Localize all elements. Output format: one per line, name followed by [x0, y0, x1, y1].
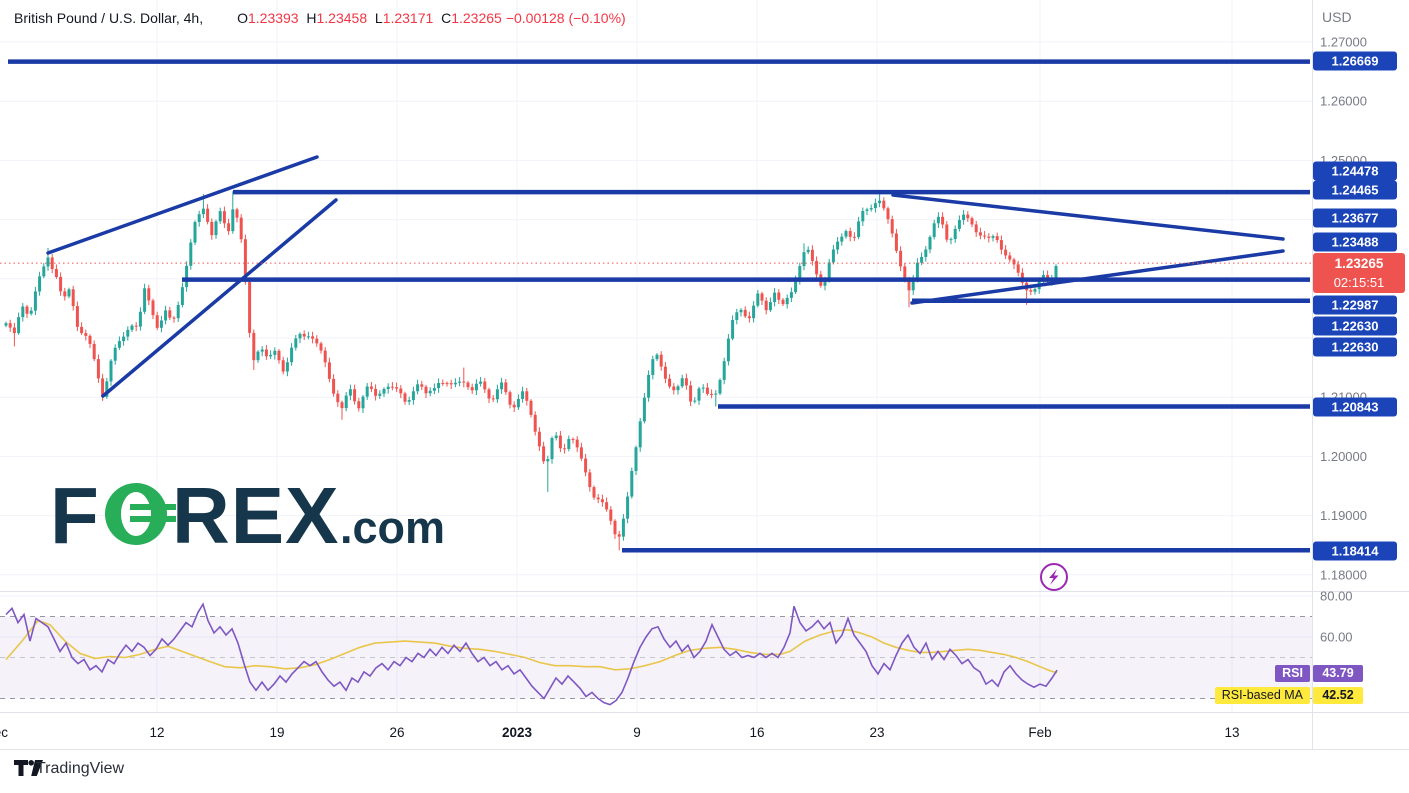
price-level-badge	[1313, 161, 1397, 181]
symbol-title[interactable]: British Pound / U.S. Dollar, 4h,	[14, 10, 204, 26]
time-axis-label: 19	[269, 725, 284, 740]
forex-watermark-com: .com	[340, 502, 445, 553]
price-tick-label: 1.27000	[1320, 35, 1367, 50]
price-tick-label: 1.20000	[1320, 449, 1367, 464]
svg-text:1.24465: 1.24465	[1332, 183, 1379, 198]
svg-text:1.22630: 1.22630	[1332, 319, 1379, 334]
high-label: H	[306, 10, 317, 26]
rsi-value-badge: 43.79	[1313, 665, 1363, 682]
svg-text:1.22630: 1.22630	[1332, 340, 1379, 355]
bar-countdown: 02:15:51	[1333, 275, 1385, 290]
svg-text:1.22987: 1.22987	[1332, 298, 1379, 313]
time-axis-label: 9	[633, 725, 641, 740]
price-tick-label: 1.18000	[1320, 567, 1367, 582]
trend-line[interactable]	[891, 193, 1285, 241]
trend-line[interactable]	[910, 249, 1285, 305]
rsi-ma-value-badge: 42.52	[1313, 687, 1363, 704]
price-level-badge	[1313, 180, 1397, 200]
rsi-ma-name-badge: RSI-based MA	[1214, 687, 1310, 704]
time-axis-label: 12	[149, 725, 164, 740]
current-price-badge: 1.23265 02:15:51	[1313, 253, 1405, 293]
svg-text:1.20843: 1.20843	[1332, 400, 1379, 415]
forex-watermark: F REX .com	[50, 471, 445, 560]
svg-text:1.23677: 1.23677	[1332, 211, 1379, 226]
low-value: 1.23171	[382, 10, 434, 26]
symbol-legend: British Pound / U.S. Dollar, 4h, O1.2339…	[14, 10, 626, 30]
price-axis-ticks: 1.270001.260001.250001.210001.200001.190…	[1320, 35, 1367, 645]
trend-line[interactable]	[46, 155, 319, 255]
axis-currency-label[interactable]: USD	[1322, 9, 1352, 25]
forex-watermark-f: F	[50, 471, 99, 560]
time-axis-label: 2023	[502, 725, 533, 740]
price-level-badge	[1313, 397, 1397, 417]
time-axis-label: 16	[749, 725, 764, 740]
rsi-name-badge: RSI	[1275, 665, 1310, 682]
change-value: −0.00128 (−0.10%)	[505, 10, 626, 26]
current-price-value: 1.23265	[1334, 256, 1384, 271]
open-value: 1.23393	[247, 10, 299, 26]
price-level-badge	[1313, 295, 1397, 315]
open-label: O	[237, 10, 248, 26]
rsi-tick-label: 80.00	[1320, 589, 1353, 604]
time-axis-label: Feb	[1028, 725, 1051, 740]
rsi-ma-line	[5, 619, 1058, 674]
svg-text:1.23488: 1.23488	[1332, 235, 1379, 250]
rsi-line	[5, 602, 1058, 706]
time-axis-label: 26	[389, 725, 404, 740]
forex-watermark-rex: REX	[172, 471, 340, 560]
rsi-band	[0, 616, 1312, 699]
candles-layer	[4, 190, 1058, 551]
price-axis-panel[interactable]	[1313, 0, 1409, 750]
price-level-badge	[1313, 337, 1397, 357]
svg-text:1.24478: 1.24478	[1332, 164, 1379, 179]
time-axis[interactable]: Dec 12 19 26 2023 9 16 23 Feb 13	[0, 725, 1240, 740]
footer-bar: TradingView	[0, 750, 1409, 793]
time-axis-label: 23	[869, 725, 884, 740]
ohlc-values: O1.23393 H1.23458 L1.23171 C1.23265	[237, 10, 502, 26]
svg-text:1.18414: 1.18414	[1332, 544, 1380, 559]
low-label: L	[374, 10, 383, 26]
price-tick-label: 1.26000	[1320, 94, 1367, 109]
price-level-badges: 1.26669 1.24478 1.24465 1.23677 1.23488 1.229…	[1313, 51, 1397, 561]
close-value: 1.23265	[451, 10, 502, 26]
price-level-badge	[1313, 541, 1397, 561]
price-level-badge	[1313, 316, 1397, 336]
time-axis-label: 13	[1224, 725, 1239, 740]
trend-line[interactable]	[101, 198, 338, 398]
svg-text:1.26669: 1.26669	[1332, 54, 1379, 69]
price-level-badge	[1313, 208, 1397, 228]
time-axis-label: Dec	[0, 725, 8, 740]
price-tick-label: 1.19000	[1320, 508, 1367, 523]
tradingview-logo-icon[interactable]	[12, 758, 46, 780]
price-level-badge	[1313, 232, 1397, 252]
drawings-layer	[8, 59, 1310, 553]
close-label: C	[441, 10, 452, 26]
chart-canvas[interactable]: F REX .com1.270001.260001.250001.210001.20…	[0, 0, 1409, 750]
lightning-marker-icon[interactable]	[1040, 563, 1068, 591]
tradingview-brand-text[interactable]: TradingView	[36, 760, 125, 777]
high-value: 1.23458	[316, 10, 368, 26]
rsi-tick-label: 60.00	[1320, 630, 1353, 645]
price-level-badge	[1313, 51, 1397, 71]
